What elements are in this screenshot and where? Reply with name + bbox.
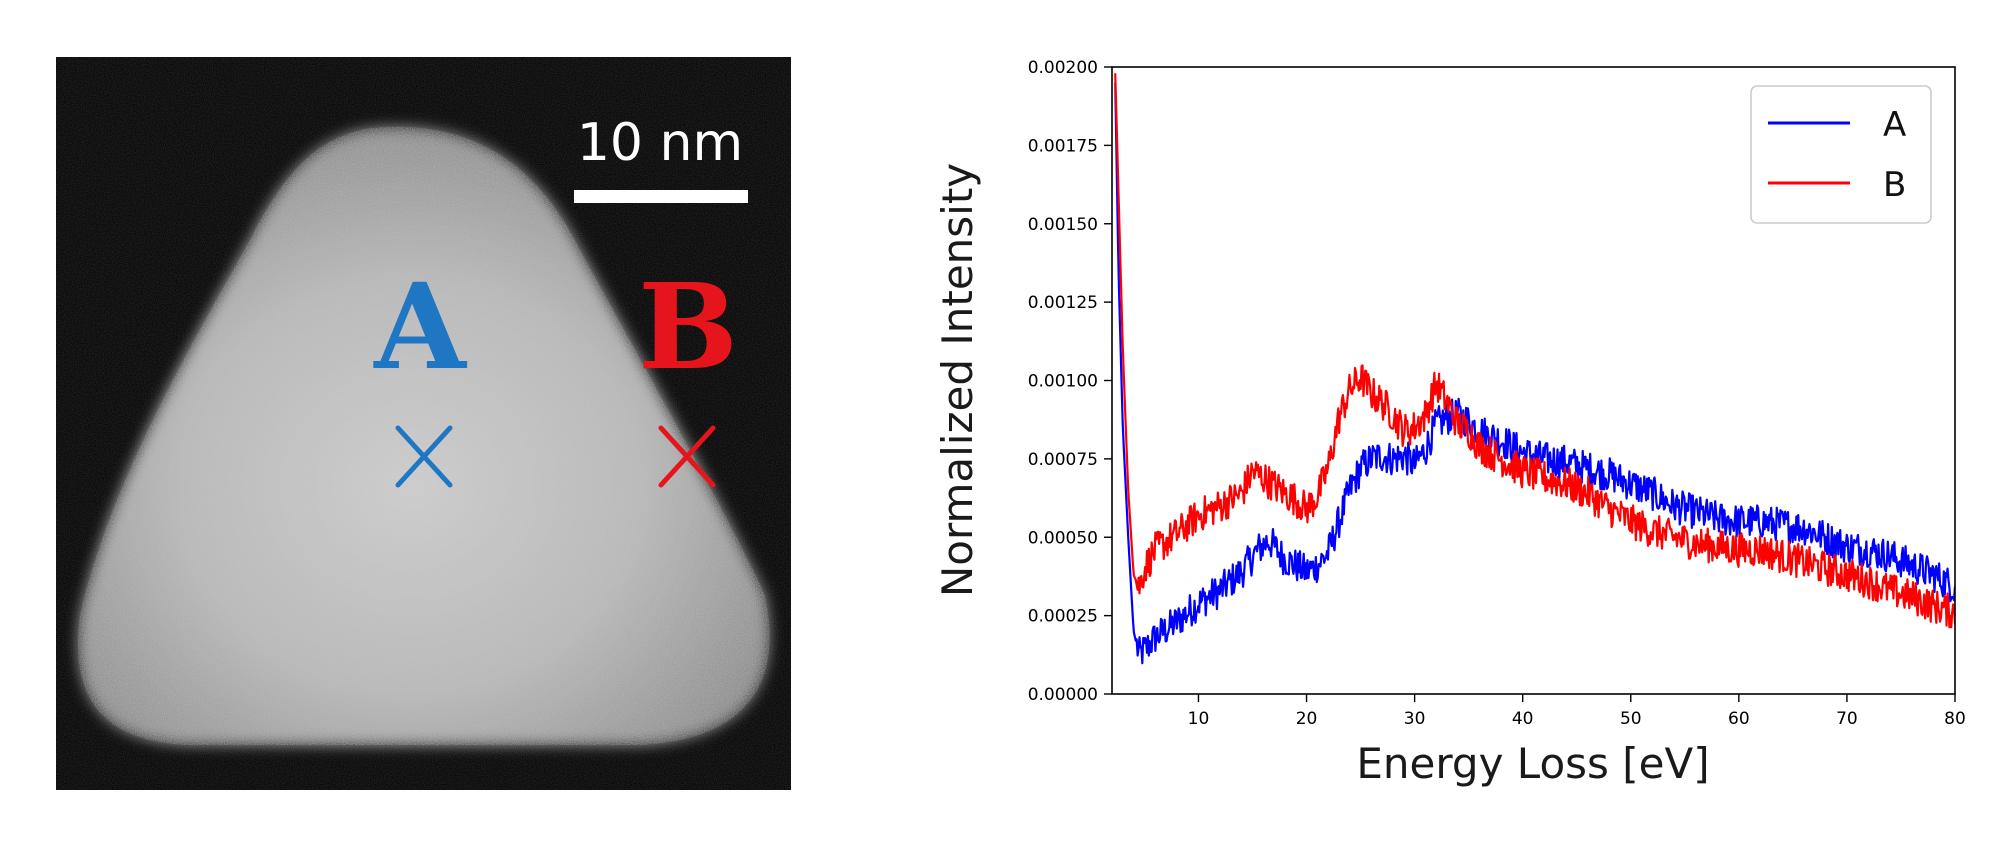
y-tick-label: 0.00000 [1028, 685, 1098, 705]
series-line-a [1114, 82, 1955, 665]
y-tick-label: 0.00150 [1028, 215, 1098, 235]
x-tick-label: 80 [1944, 709, 1966, 729]
x-tick-label: 50 [1620, 709, 1642, 729]
scale-bar-label: 10 nm [577, 113, 743, 173]
series-layer [1114, 73, 1955, 665]
x-axis-ticks: 10 20 30 40 50 60 70 80 [1188, 694, 1966, 729]
y-tick-label: 0.00025 [1028, 607, 1098, 627]
x-tick-label: 70 [1836, 709, 1858, 729]
y-tick-label: 0.00100 [1028, 372, 1098, 392]
x-tick-label: 30 [1404, 709, 1426, 729]
marker-a-letter: A [373, 257, 467, 396]
legend-label-b: B [1883, 165, 1906, 205]
x-axis-label: Energy Loss [eV] [1356, 739, 1709, 788]
x-tick-label: 20 [1296, 709, 1318, 729]
marker-a-cross [395, 425, 453, 488]
y-tick-label: 0.00125 [1028, 293, 1098, 313]
marker-b-cross [658, 425, 716, 488]
y-tick-label: 0.00075 [1028, 450, 1098, 470]
nanoparticle-grain [77, 126, 770, 746]
legend-label-a: A [1883, 105, 1906, 145]
legend: A B [1750, 85, 1932, 224]
eels-chart: 10 20 30 40 50 60 70 80 0.000000.000250.000500.… [933, 58, 1966, 788]
series-line-b [1114, 73, 1955, 629]
y-axis-label: Normalized Intensity [933, 163, 982, 597]
x-tick-label: 10 [1188, 709, 1210, 729]
micrograph-panel: 10 nm A B [56, 57, 791, 790]
y-tick-label: 0.00050 [1028, 528, 1098, 548]
legend-box [1750, 85, 1932, 224]
scale-bar [574, 190, 748, 203]
marker-b-letter: B [638, 257, 738, 396]
x-tick-label: 60 [1728, 709, 1750, 729]
y-tick-label: 0.00200 [1028, 58, 1098, 78]
x-tick-label: 40 [1512, 709, 1534, 729]
y-tick-label: 0.00175 [1028, 136, 1098, 156]
y-axis-ticks: 0.00000 0.00025 0.00050 0.00075 0.00100 0.001… [1028, 58, 1112, 705]
